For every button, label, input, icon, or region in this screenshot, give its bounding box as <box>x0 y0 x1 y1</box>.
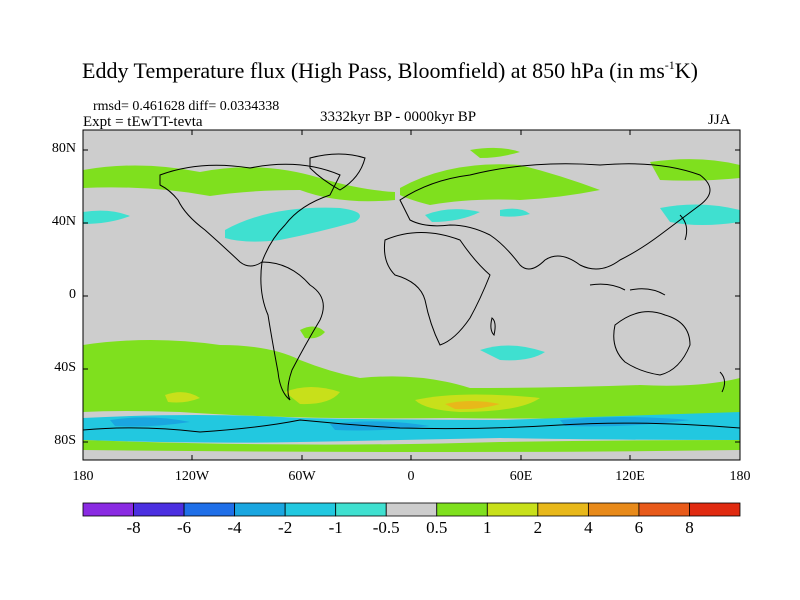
colorbar-swatch <box>234 502 286 517</box>
y-tick-label: 80S <box>54 433 76 448</box>
y-tick-label: 0 <box>69 287 76 302</box>
period-label: 3332kyr BP - 0000kyr BP <box>320 109 477 125</box>
colorbar-label: -1 <box>328 518 343 537</box>
y-tick-label: 40N <box>51 214 76 229</box>
colorbar-swatch <box>587 502 640 517</box>
colorbar-label: -6 <box>176 518 192 537</box>
field-north-pacific-negative <box>660 204 740 225</box>
field-europe-negative <box>425 209 480 222</box>
colorbar-swatch <box>82 502 134 517</box>
outline-madagascar <box>490 317 496 336</box>
colorbar-label: 8 <box>685 518 694 537</box>
field-south-yellow-east <box>165 392 200 403</box>
colorbar-label: -2 <box>278 518 293 537</box>
colorbar-swatch <box>638 502 690 517</box>
outline-north-america <box>159 163 341 267</box>
colorbar-swatch <box>537 502 589 517</box>
x-tick-label: 0 <box>407 469 415 484</box>
field-north-band-east <box>400 164 600 205</box>
chart-title: Eddy Temperature flux (High Pass, Bloomf… <box>82 58 699 83</box>
x-tick-label: 120W <box>174 469 210 484</box>
x-tick-label: 180 <box>729 469 751 484</box>
field-north-band-top <box>470 147 520 158</box>
outline-antarctica <box>83 419 740 433</box>
field-west-pacific-negative <box>83 210 130 224</box>
outline-japan <box>679 214 688 241</box>
field-antarctic-blue-west <box>110 417 190 427</box>
colorbar-swatch <box>486 502 539 517</box>
colorbar-label: 1 <box>483 518 492 537</box>
x-tick-label: 180 <box>72 469 94 484</box>
colorbar-swatch <box>385 502 438 517</box>
colorbar-label: -8 <box>126 518 141 537</box>
field-south-green-belt <box>83 340 740 419</box>
colorbar-label: 4 <box>584 518 593 537</box>
field-indian-ocean-negative <box>480 345 545 361</box>
colorbar-label: -0.5 <box>372 518 400 537</box>
field-north-atlantic-negative <box>225 207 360 242</box>
colorbar-swatch <box>335 502 387 517</box>
field-south-yellow-west <box>285 387 340 405</box>
field-antarctic-blue-east <box>560 417 690 427</box>
field-antarctic-green-edge <box>83 440 740 452</box>
outline-eurasia <box>399 163 711 270</box>
land-outlines <box>83 153 740 433</box>
outline-indonesia <box>589 283 666 296</box>
season-label: JJA <box>708 112 731 128</box>
colorbar-swatch <box>436 502 488 517</box>
y-tick-label: 80N <box>51 141 76 156</box>
x-tick-label: 60E <box>509 469 533 484</box>
outline-south-america <box>260 261 324 401</box>
colorbar-swatch <box>689 502 741 517</box>
x-tick-label: 120E <box>615 469 645 484</box>
colorbar-swatch <box>183 502 236 517</box>
colorbar-label: 6 <box>634 518 644 537</box>
colorbar-label: 0.5 <box>426 518 448 537</box>
stats-label: rmsd= 0.461628 diff= 0.0334338 <box>93 99 280 114</box>
outline-new-zealand <box>719 371 726 393</box>
field-mediterranean-negative <box>500 208 530 217</box>
colorbar-swatch <box>284 502 337 517</box>
colorbar-label: -4 <box>227 518 242 537</box>
field-south-orange-core <box>445 401 500 410</box>
colorbar <box>82 502 741 517</box>
outline-australia <box>613 311 691 376</box>
x-tick-label: 60W <box>288 469 316 484</box>
experiment-label: Expt = tEwTT-tevta <box>83 114 203 130</box>
outline-africa <box>384 232 491 346</box>
colorbar-label: 2 <box>533 518 543 537</box>
axis-ticks <box>82 130 741 460</box>
y-tick-label: 40S <box>54 360 76 375</box>
outline-greenland <box>309 153 366 191</box>
field-north-band-far-east <box>650 159 740 181</box>
colorbar-swatch <box>133 502 185 517</box>
anomaly-fields <box>83 147 740 452</box>
